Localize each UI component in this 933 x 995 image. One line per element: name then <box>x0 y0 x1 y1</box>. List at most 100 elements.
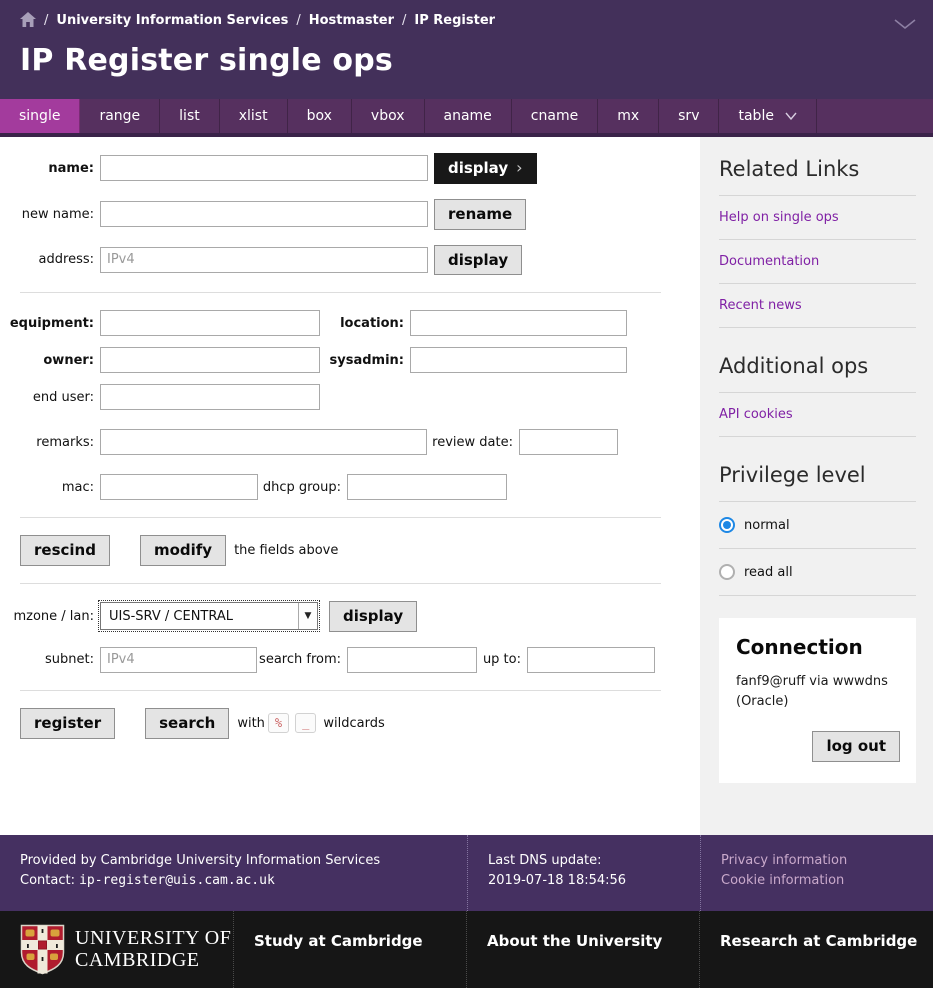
divider <box>719 501 916 502</box>
name-label: name: <box>48 160 94 176</box>
modify-button[interactable]: modify <box>139 535 227 566</box>
tab-box[interactable]: box <box>288 99 352 133</box>
tab-srv[interactable]: srv <box>659 99 720 133</box>
rescind-button[interactable]: rescind <box>20 535 110 566</box>
footer-dns-label: Last DNS update: <box>488 853 602 868</box>
radio-normal[interactable] <box>719 517 735 533</box>
tab-table[interactable]: table <box>719 99 817 133</box>
tab-bar: single range list xlist box vbox aname c… <box>0 99 933 137</box>
connection-card: Connection fanf9@ruff via wwwdns (Oracle… <box>719 618 916 784</box>
link-study-at-cambridge[interactable]: Study at Cambridge <box>254 932 423 950</box>
new-name-input[interactable] <box>100 201 428 228</box>
new-name-row: new name: rename <box>0 198 680 230</box>
search-button[interactable]: search <box>145 707 230 739</box>
single-ops-form: name: display › new name: rename address… <box>0 137 700 835</box>
mac-label: mac: <box>61 479 94 495</box>
display-name-button-label: display <box>448 159 509 177</box>
footer-dns-col: Last DNS update: 2019-07-18 18:54:56 <box>467 835 700 911</box>
location-input[interactable] <box>410 310 627 337</box>
breadcrumb-item-hostmaster[interactable]: Hostmaster <box>308 13 394 28</box>
remarks-row: remarks: review date: <box>0 429 680 456</box>
divider <box>719 436 916 437</box>
page-title: IP Register single ops <box>20 43 393 78</box>
register-button[interactable]: register <box>20 707 116 739</box>
link-about-the-university[interactable]: About the University <box>487 932 663 950</box>
home-icon[interactable] <box>20 12 36 27</box>
owner-label: owner: <box>43 352 94 368</box>
tab-table-label: table <box>738 108 774 124</box>
mzone-select[interactable]: UIS-SRV / CENTRAL ▼ <box>98 600 320 633</box>
footer-links-col: Privacy information Cookie information <box>700 835 933 911</box>
breadcrumb-separator: / <box>402 13 407 28</box>
search-from-label: search from: <box>259 652 341 668</box>
sysadmin-input[interactable] <box>410 347 627 374</box>
mac-input[interactable] <box>100 474 258 501</box>
up-to-input[interactable] <box>527 646 655 673</box>
end-user-input[interactable] <box>100 384 320 411</box>
tab-single[interactable]: single <box>0 99 81 133</box>
display-mzone-button[interactable]: display <box>329 601 418 632</box>
address-label: address: <box>38 252 94 268</box>
logo-line-1: UNIVERSITY OF <box>75 927 232 949</box>
mzone-row: mzone / lan: UIS-SRV / CENTRAL ▼ display <box>0 600 680 633</box>
link-documentation[interactable]: Documentation <box>719 254 820 269</box>
breadcrumb-item-uis[interactable]: University Information Services <box>56 13 289 28</box>
logo-line-2: CAMBRIDGE <box>75 949 200 971</box>
logout-button[interactable]: log out <box>812 731 900 763</box>
subnet-input[interactable] <box>100 646 257 673</box>
owner-input[interactable] <box>100 347 320 374</box>
tab-cname[interactable]: cname <box>512 99 599 133</box>
owner-sysadmin-row: owner: sysadmin: <box>0 347 680 374</box>
equipment-label: equipment: <box>9 315 94 331</box>
mac-dhcp-row: mac: dhcp group: <box>0 474 680 501</box>
tab-list[interactable]: list <box>160 99 220 133</box>
equipment-input[interactable] <box>100 310 320 337</box>
breadcrumb-separator: / <box>44 13 49 28</box>
tab-vbox[interactable]: vbox <box>352 99 425 133</box>
breadcrumb-separator: / <box>296 13 301 28</box>
subnet-label: subnet: <box>45 652 94 668</box>
display-address-button[interactable]: display <box>434 244 523 276</box>
link-help-on-single-ops[interactable]: Help on single ops <box>719 210 839 225</box>
footer-about-col: About the University <box>466 911 699 988</box>
search-from-input[interactable] <box>347 646 477 673</box>
address-row: address: display <box>0 244 680 276</box>
dhcp-group-input[interactable] <box>347 474 507 501</box>
link-cookie-information[interactable]: Cookie information <box>721 873 845 888</box>
wildcards-text: wildcards <box>323 715 385 731</box>
name-input[interactable] <box>100 155 428 182</box>
link-privacy-information[interactable]: Privacy information <box>721 853 848 868</box>
tab-aname[interactable]: aname <box>425 99 512 133</box>
link-research-at-cambridge[interactable]: Research at Cambridge <box>720 932 918 950</box>
divider <box>20 517 661 519</box>
tab-overflow-chevron-icon <box>785 112 797 120</box>
display-name-button[interactable]: display › <box>434 153 537 184</box>
divider <box>719 548 916 549</box>
related-links-title: Related Links <box>719 157 860 181</box>
tab-xlist[interactable]: xlist <box>220 99 288 133</box>
review-date-input[interactable] <box>519 429 618 456</box>
tab-range[interactable]: range <box>80 99 161 133</box>
remarks-input[interactable] <box>100 429 427 456</box>
address-input[interactable] <box>100 246 428 273</box>
radio-read-all[interactable] <box>719 564 735 580</box>
link-api-cookies[interactable]: API cookies <box>719 407 793 422</box>
dhcp-group-label: dhcp group: <box>262 479 341 495</box>
breadcrumb-item-ip-register[interactable]: IP Register <box>414 13 496 28</box>
tab-mx[interactable]: mx <box>598 99 660 133</box>
location-label: location: <box>340 315 404 331</box>
rename-button[interactable]: rename <box>434 198 527 230</box>
with-text: with <box>237 715 265 731</box>
footer-provided-text: Provided by Cambridge University Informa… <box>20 853 381 868</box>
privilege-option-read-all[interactable]: read all <box>719 562 916 582</box>
privilege-option-normal[interactable]: normal <box>719 515 916 535</box>
radio-read-all-label: read all <box>744 564 793 580</box>
review-date-label: review date: <box>432 434 513 450</box>
end-user-label: end user: <box>32 389 94 405</box>
end-user-row: end user: <box>0 384 680 411</box>
chevron-down-icon[interactable] <box>893 18 917 34</box>
link-recent-news[interactable]: Recent news <box>719 298 802 313</box>
mzone-label: mzone / lan: <box>13 608 94 624</box>
footer-contact-email[interactable]: ip-register@uis.cam.ac.uk <box>79 873 275 888</box>
sidebar: Related Links Help on single ops Documen… <box>700 137 933 835</box>
